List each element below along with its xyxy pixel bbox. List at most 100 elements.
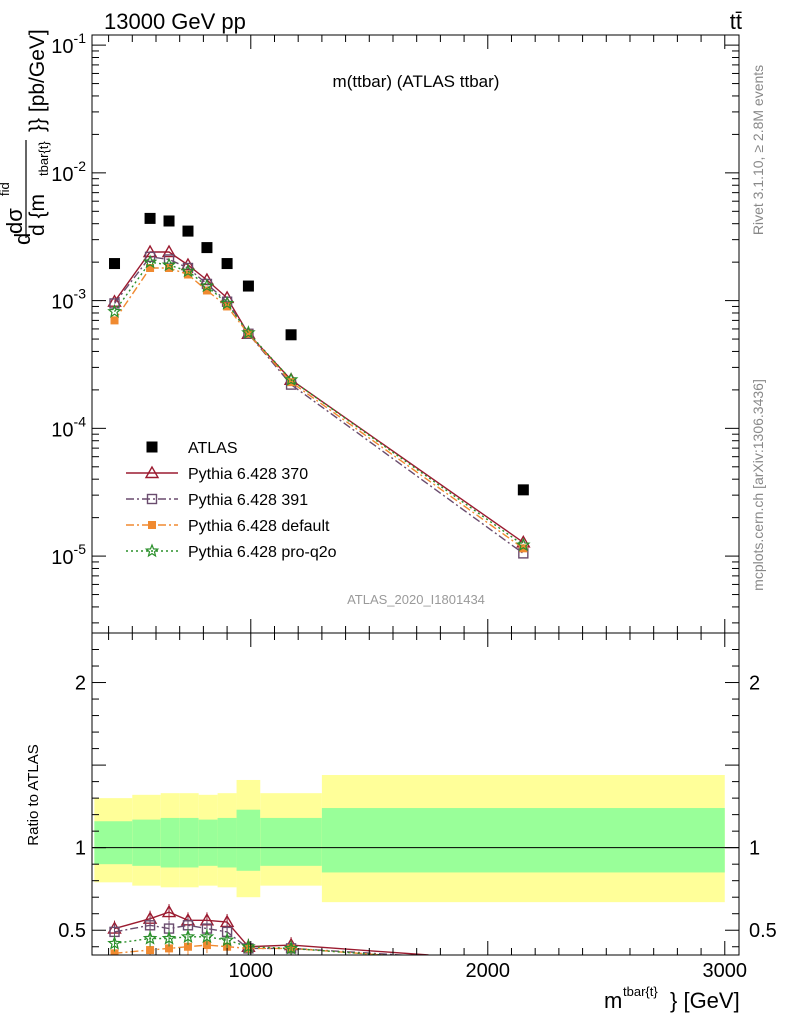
legend-entry: Pythia 6.428 370 <box>126 465 308 483</box>
main-data-point <box>163 215 175 227</box>
legend-label: Pythia 6.428 370 <box>188 466 308 483</box>
legend: ATLAS Pythia 6.428 370 Pythia 6.428 391 Pyt… <box>126 440 337 561</box>
stat-uncertainty-band <box>160 817 180 868</box>
ylabel-denominator: d {m <box>26 194 49 236</box>
stat-uncertainty-band <box>217 817 237 868</box>
x-tick-label: 2000 <box>466 960 511 982</box>
ratio-data-point <box>110 949 119 955</box>
main-data-point <box>183 270 192 279</box>
legend-marker <box>144 543 160 558</box>
header-collision-label: 13000 GeV pp <box>104 9 246 34</box>
main-data-point <box>180 257 196 271</box>
legend-entry: Pythia 6.428 default <box>126 518 330 535</box>
legend-label: Pythia 6.428 pro-q2o <box>188 544 337 561</box>
main-series-line <box>113 261 524 546</box>
ratio-series-1 <box>109 917 412 955</box>
main-data-point <box>180 263 196 278</box>
legend-marker <box>148 521 156 529</box>
ratio-data-point <box>161 930 177 945</box>
main-y-tick-label: 10-1 <box>51 30 86 58</box>
ylabel-numerator-dsigma: dσ <box>2 208 27 234</box>
main-data-point <box>241 325 256 339</box>
main-series-0 <box>109 212 529 496</box>
legend-label: Pythia 6.428 391 <box>188 492 308 509</box>
legend-marker <box>146 493 158 505</box>
x-tick-label: 3000 <box>703 960 748 982</box>
main-data-point <box>201 242 213 254</box>
analysis-watermark: ATLAS_2020_I1801434 <box>347 592 485 607</box>
ratio-y-tick-labels: 0.5 0.5 1 1 2 2 <box>58 673 777 943</box>
header-process-label: tt̄ <box>730 9 742 34</box>
ylabel-units: }} [pb/GeV] <box>26 29 49 132</box>
ratio-panel: 0.5 0.5 1 1 2 2 1000 2000 3000 Ratio to ATLAS m… <box>25 632 777 1013</box>
main-data-point <box>243 328 254 339</box>
main-data-point <box>163 254 175 265</box>
ratio-series-2 <box>110 937 393 955</box>
ratio-data-point <box>202 941 211 950</box>
stat-uncertainty-band <box>198 819 218 866</box>
main-data-point <box>144 212 156 224</box>
main-title: m(ttbar) (ATLAS ttbar) <box>333 72 500 91</box>
stat-uncertainty-band <box>179 817 199 868</box>
main-data-point <box>142 254 158 269</box>
main-series-4 <box>107 254 531 552</box>
main-y-axis-label: d dσ fid d {m tbar{t} }} [pb/GeV] <box>0 29 51 245</box>
ratio-data-point <box>183 942 192 951</box>
stat-uncertainty-band <box>260 817 322 866</box>
main-axis-ticks <box>92 35 739 633</box>
rivet-version-label: Rivet 3.1.10, ≥ 2.8M events <box>750 65 766 235</box>
legend-label: Pythia 6.428 default <box>188 518 330 535</box>
ratio-y-axis-label: Ratio to ATLAS <box>25 744 42 845</box>
main-data-point <box>161 257 177 272</box>
ratio-data-point <box>144 920 156 931</box>
legend-marker <box>144 465 160 479</box>
main-data-point <box>146 263 155 272</box>
ratio-data-point <box>146 946 155 955</box>
main-series-line <box>113 256 524 554</box>
ratio-frame <box>91 632 740 956</box>
ratio-data-point <box>107 935 122 950</box>
main-y-tick-labels: 10-1 10-2 10-3 10-4 10-5 <box>51 30 86 569</box>
main-data-point <box>182 225 194 237</box>
main-data-point <box>161 244 177 258</box>
ratio-y-tick-label-right: 0.5 <box>749 920 777 942</box>
main-data-point <box>110 316 119 325</box>
x-axis-label: m tbar{t} } [GeV] <box>604 984 740 1013</box>
ratio-data-point <box>161 904 177 918</box>
legend-entry: ATLAS <box>146 440 238 457</box>
main-data-point <box>144 251 156 263</box>
main-series-1 <box>107 244 531 548</box>
uncertainty-bands <box>94 775 725 903</box>
main-data-point <box>199 278 215 293</box>
ratio-data-point <box>165 944 174 953</box>
main-data-point <box>283 372 299 386</box>
stat-uncertainty-band <box>94 821 133 865</box>
main-data-point <box>242 280 254 292</box>
xlabel-superscript: tbar{t} <box>623 984 658 999</box>
ylabel-sigma-superscript: fid <box>0 182 12 196</box>
main-data-point <box>219 295 235 310</box>
x-tick-label: 1000 <box>229 960 274 982</box>
main-series-2 <box>109 251 529 559</box>
main-data-point <box>109 298 120 309</box>
main-series-3 <box>110 263 528 553</box>
legend-marker <box>146 441 158 453</box>
ylabel-mass-subscript: tbar{t} <box>36 141 51 176</box>
main-data-point <box>285 329 297 341</box>
ratio-data-point <box>199 929 215 944</box>
stat-uncertainty-band <box>321 808 725 873</box>
main-plot-area <box>107 212 531 559</box>
legend-entry: Pythia 6.428 391 <box>126 492 308 509</box>
mcplots-label: mcplots.cern.ch [arXiv:1306.3436] <box>750 379 766 591</box>
stat-uncertainty-band <box>132 819 161 866</box>
stat-uncertainty-band <box>236 809 261 871</box>
xlabel-m: m <box>604 988 622 1013</box>
ratio-data-point <box>180 929 196 944</box>
ratio-y-tick-label-right: 1 <box>749 838 760 860</box>
ratio-data-point <box>241 939 256 953</box>
ratio-plot-area <box>92 775 739 955</box>
ratio-data-point <box>142 930 158 945</box>
legend-entry: Pythia 6.428 pro-q2o <box>126 543 337 561</box>
xlabel-units: } [GeV] <box>670 988 740 1013</box>
